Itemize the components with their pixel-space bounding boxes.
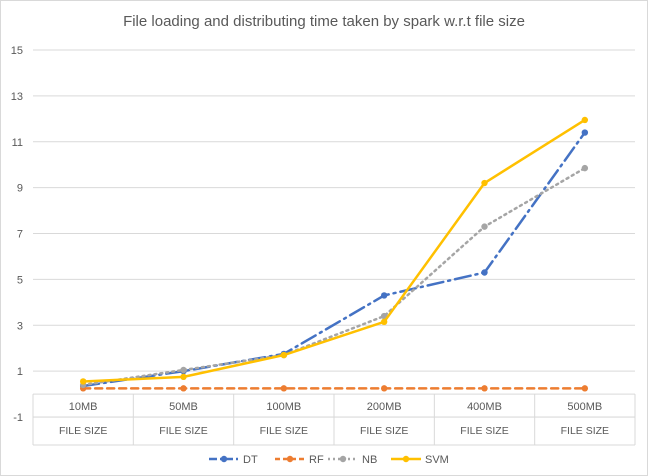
data-point-nb [481, 223, 488, 230]
y-tick-label: 15 [11, 45, 23, 57]
y-tick-label: 9 [17, 183, 23, 195]
x-group-label: FILE SIZE [159, 425, 207, 437]
data-point-rf [180, 385, 187, 392]
series-line-svm [81, 118, 587, 383]
legend-marker-svm [402, 455, 410, 463]
data-point-svm [280, 351, 288, 359]
series-line-nb [81, 166, 587, 387]
y-tick-label: 1 [17, 366, 23, 378]
x-group-label: FILE SIZE [59, 425, 107, 437]
data-point-rf [380, 385, 388, 392]
legend-marker-rf [286, 455, 294, 463]
x-tick-label: 500MB [567, 401, 602, 413]
x-tick-label: 200MB [367, 401, 402, 413]
data-point-svm [380, 318, 388, 326]
y-tick-label: 3 [17, 320, 23, 332]
x-tick-label: 50MB [169, 401, 198, 413]
data-point-rf [280, 385, 288, 392]
data-point-rf [481, 385, 488, 392]
legend-label-dt: DT [243, 454, 258, 466]
data-point-svm [79, 378, 87, 385]
data-point-dt [581, 129, 589, 136]
data-point-rf [581, 385, 589, 392]
y-tick-label: 5 [17, 274, 23, 286]
data-point-svm [481, 179, 488, 187]
legend-label-rf: RF [309, 454, 324, 466]
y-tick-label: 7 [17, 229, 23, 241]
x-group-label: FILE SIZE [260, 425, 308, 437]
legend-label-svm: SVM [425, 454, 449, 466]
x-tick-label: 10MB [69, 401, 98, 413]
series-line-dt [81, 131, 587, 388]
data-point-svm [180, 373, 187, 381]
x-tick-label: 100MB [266, 401, 301, 413]
x-tick-label: 400MB [467, 401, 502, 413]
data-point-dt [481, 269, 488, 276]
legend-label-nb: NB [362, 454, 377, 466]
y-tick-label: -1 [13, 412, 23, 424]
data-point-nb [581, 164, 589, 172]
data-point-svm [581, 116, 589, 124]
data-point-nb [180, 366, 187, 374]
y-tick-label: 13 [11, 91, 23, 103]
x-group-label: FILE SIZE [360, 425, 408, 437]
legend-marker-dt [220, 455, 228, 463]
x-group-label: FILE SIZE [460, 425, 508, 437]
x-group-label: FILE SIZE [561, 425, 609, 437]
legend-marker-nb [339, 455, 347, 463]
y-tick-label: 11 [12, 137, 23, 149]
data-point-dt [380, 292, 388, 299]
chart-title: File loading and distributing time taken… [123, 13, 525, 30]
